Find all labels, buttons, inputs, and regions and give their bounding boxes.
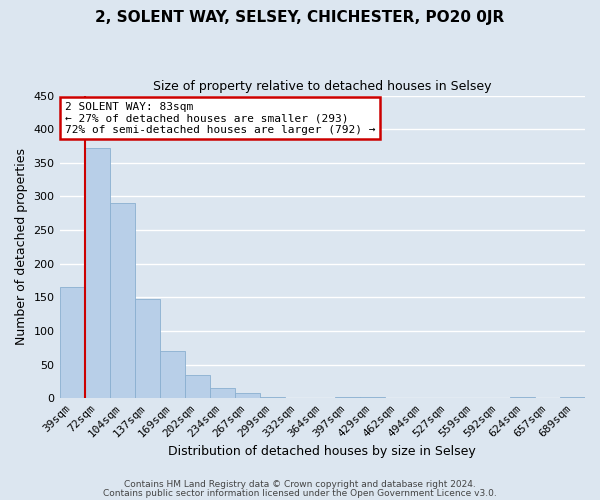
Title: Size of property relative to detached houses in Selsey: Size of property relative to detached ho… <box>153 80 491 93</box>
Text: 2, SOLENT WAY, SELSEY, CHICHESTER, PO20 0JR: 2, SOLENT WAY, SELSEY, CHICHESTER, PO20 … <box>95 10 505 25</box>
Bar <box>510 397 535 398</box>
Bar <box>360 397 385 398</box>
X-axis label: Distribution of detached houses by size in Selsey: Distribution of detached houses by size … <box>169 444 476 458</box>
Bar <box>59 288 85 399</box>
Bar <box>560 397 585 398</box>
Bar <box>235 393 260 398</box>
Bar <box>209 388 235 398</box>
Bar <box>134 300 160 398</box>
Bar <box>110 203 134 398</box>
Bar <box>85 148 110 399</box>
Bar <box>335 397 360 398</box>
Bar <box>260 397 285 398</box>
Text: 2 SOLENT WAY: 83sqm
← 27% of detached houses are smaller (293)
72% of semi-detac: 2 SOLENT WAY: 83sqm ← 27% of detached ho… <box>65 102 375 135</box>
Text: Contains HM Land Registry data © Crown copyright and database right 2024.: Contains HM Land Registry data © Crown c… <box>124 480 476 489</box>
Text: Contains public sector information licensed under the Open Government Licence v3: Contains public sector information licen… <box>103 488 497 498</box>
Y-axis label: Number of detached properties: Number of detached properties <box>15 148 28 346</box>
Bar <box>160 352 185 399</box>
Bar <box>185 375 209 398</box>
